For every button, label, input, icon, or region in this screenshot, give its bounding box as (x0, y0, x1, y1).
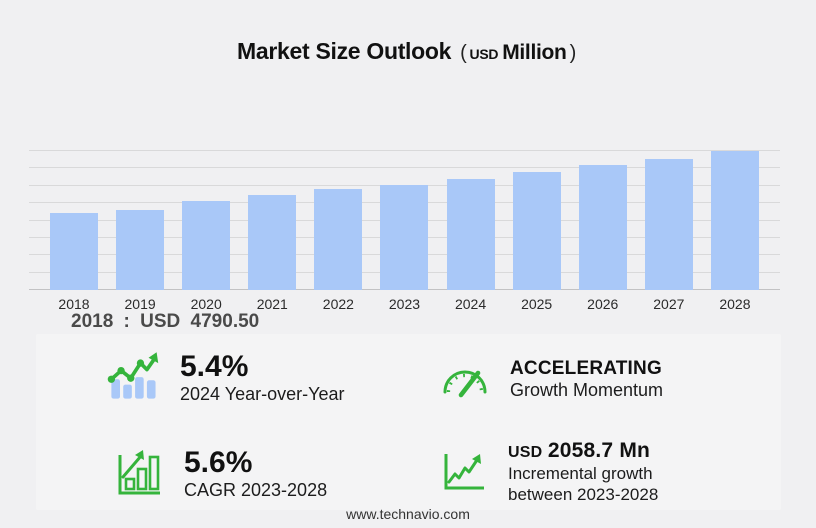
unit-label: Million (502, 41, 567, 64)
bar-2021[interactable] (248, 195, 297, 290)
stat-cagr: 5.6% CAGR 2023-2028 (116, 438, 327, 510)
incremental-value: USD 2058.7 Mn (508, 438, 658, 464)
x-tick-2026: 2026 (587, 296, 619, 312)
gauge-icon (440, 356, 490, 405)
x-tick-2019: 2019 (124, 296, 156, 312)
open-paren: ( (460, 42, 467, 64)
momentum-value: ACCELERATING (510, 357, 662, 379)
x-tick-2020: 2020 (190, 296, 222, 312)
line-growth-icon (440, 446, 488, 499)
bar-2025[interactable] (512, 172, 561, 290)
bar-2020[interactable] (182, 201, 231, 290)
growth-bars-icon (116, 447, 164, 502)
x-tick-2018: 2018 (58, 296, 90, 312)
yoy-label: 2024 Year-over-Year (180, 384, 345, 405)
x-tick-2028: 2028 (719, 296, 751, 312)
chart-title: Market Size Outlook (USD Million) (0, 38, 816, 65)
incremental-value-prefix: USD (508, 444, 543, 462)
stat-incremental: USD 2058.7 Mn Incremental growth between… (440, 430, 658, 514)
incremental-label-line2: between 2023-2028 (508, 484, 659, 504)
footer-url[interactable]: www.technavio.com (346, 506, 470, 522)
x-tick-2022: 2022 (322, 296, 354, 312)
cagr-value: 5.6% (184, 445, 253, 479)
bar-2027[interactable] (644, 159, 693, 290)
bar-series (29, 143, 780, 290)
x-tick-2024: 2024 (454, 296, 487, 312)
stat-yoy: 5.4% 2024 Year-over-Year (106, 342, 344, 414)
x-tick-2027: 2027 (653, 296, 685, 312)
stats-panel: 5.4% 2024 Year-over-Year ACCELERATING Gr… (36, 334, 781, 510)
bar-2019[interactable] (116, 210, 165, 290)
incremental-value-amount: 2058.7 Mn (547, 439, 651, 463)
bar-chart (29, 143, 780, 290)
x-axis-labels: 2018 2019 2020 2021 2022 2023 2024 2025 2026 2027… (29, 296, 780, 312)
stat-momentum: ACCELERATING Growth Momentum (440, 348, 663, 412)
unit-prefix: USD (469, 46, 499, 62)
bar-2022[interactable] (314, 189, 363, 290)
bar-2024[interactable] (446, 179, 495, 290)
bar-2026[interactable] (578, 165, 627, 290)
bar-2028[interactable] (710, 151, 759, 290)
x-tick-2021: 2021 (256, 296, 288, 312)
gridline (29, 150, 780, 151)
yoy-value: 5.4% (180, 349, 249, 383)
data-point-tooltip: 2018 : USD 4790.50 (71, 311, 260, 332)
combo-chart-icon (106, 348, 162, 409)
cagr-label: CAGR 2023-2028 (184, 480, 328, 501)
x-tick-2023: 2023 (388, 296, 421, 312)
incremental-label-line1: Incremental growth (508, 464, 653, 484)
gridline (29, 167, 780, 169)
chart-title-text: Market Size Outlook (237, 38, 452, 64)
close-paren: ) (569, 42, 577, 64)
x-tick-2025: 2025 (521, 296, 553, 312)
bar-2023[interactable] (380, 185, 429, 290)
bar-2018[interactable] (50, 213, 98, 290)
momentum-label: Growth Momentum (510, 380, 664, 401)
